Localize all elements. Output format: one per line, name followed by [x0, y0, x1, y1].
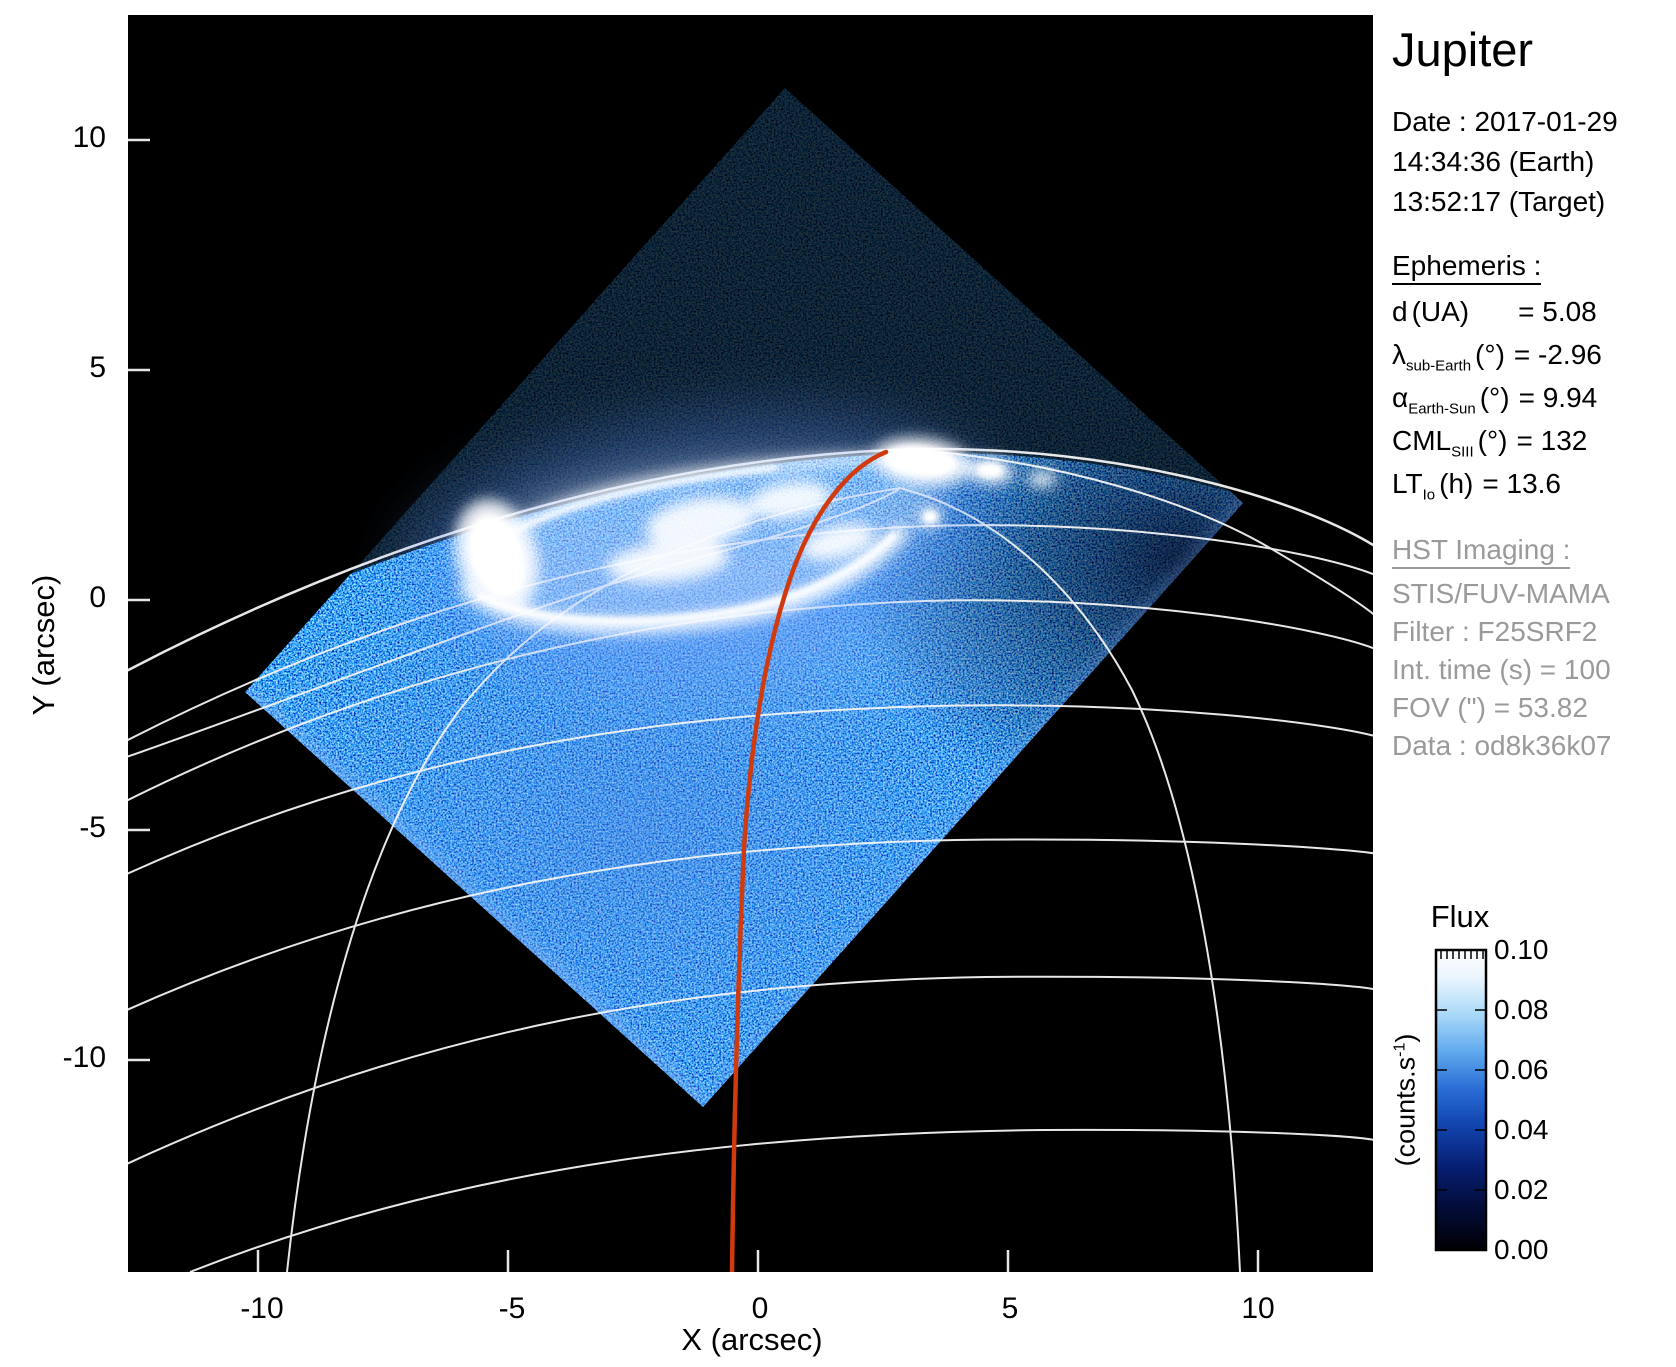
x-tick--5: -5	[498, 1292, 526, 1325]
x-tick-5: 5	[1001, 1292, 1019, 1325]
ephemeris-row-distance: d (UA) = 5.08	[1392, 296, 1597, 327]
hst-instrument: STIS/FUV-MAMA	[1392, 578, 1610, 609]
page-title: Jupiter	[1392, 23, 1534, 76]
ephemeris-header: Ephemeris :	[1392, 250, 1542, 285]
hst-imaging-header: HST Imaging :	[1392, 534, 1571, 569]
hst-fov: FOV (") = 53.82	[1392, 692, 1588, 723]
x-tick-10: 10	[1241, 1292, 1275, 1325]
cb-tick-006: 0.06	[1494, 1054, 1549, 1085]
cb-tick-008: 0.08	[1494, 994, 1549, 1025]
ephemeris-row-cml: CMLSIII (°) = 132	[1392, 425, 1588, 461]
cb-tick-010: 0.10	[1494, 934, 1549, 965]
colorbar-gradient	[1434, 948, 1488, 1252]
y-axis-title: Y (arcsec)	[26, 574, 61, 716]
colorbar-title: Flux	[1430, 899, 1490, 934]
ephemeris-row-subearth-lat: λsub-Earth (°) = -2.96	[1392, 339, 1602, 375]
y-tick-5: 5	[89, 351, 106, 384]
x-axis-title: X (arcsec)	[681, 1322, 823, 1357]
hst-int-time: Int. time (s) = 100	[1392, 654, 1611, 685]
y-tick-0: 0	[89, 581, 106, 614]
cb-tick-004: 0.04	[1494, 1114, 1549, 1145]
target-time: 13:52:17 (Target)	[1392, 186, 1606, 217]
date-line: Date : 2017-01-29	[1392, 106, 1618, 137]
hst-filter: Filter : F25SRF2	[1392, 616, 1598, 647]
ephemeris-row-phase-angle: αEarth-Sun (°) = 9.94	[1392, 382, 1598, 418]
coordinate-grid	[128, 447, 1373, 1272]
cb-tick-002: 0.02	[1494, 1174, 1549, 1205]
axis-ticks	[128, 138, 1260, 1272]
y-tick--5: -5	[79, 811, 106, 844]
ephemeris-row-io-local-time: LTIo (h) = 13.6	[1392, 468, 1561, 504]
y-tick-10: 10	[72, 121, 106, 154]
plot-area	[128, 15, 1373, 1272]
x-tick-0: 0	[751, 1292, 769, 1325]
y-tick--10: -10	[62, 1041, 106, 1074]
hst-data-id: Data : od8k36k07	[1392, 730, 1612, 761]
observation-datetime: Date : 2017-01-29 14:34:36 (Earth) 13:52…	[1392, 102, 1618, 222]
x-tick--10: -10	[240, 1292, 284, 1325]
red-track	[729, 449, 889, 1272]
colorbar-units: (counts.s-1)	[1390, 1033, 1421, 1167]
cb-tick-000: 0.00	[1494, 1234, 1549, 1265]
earth-time: 14:34:36 (Earth)	[1392, 146, 1595, 177]
colorbar	[1434, 948, 1488, 1252]
